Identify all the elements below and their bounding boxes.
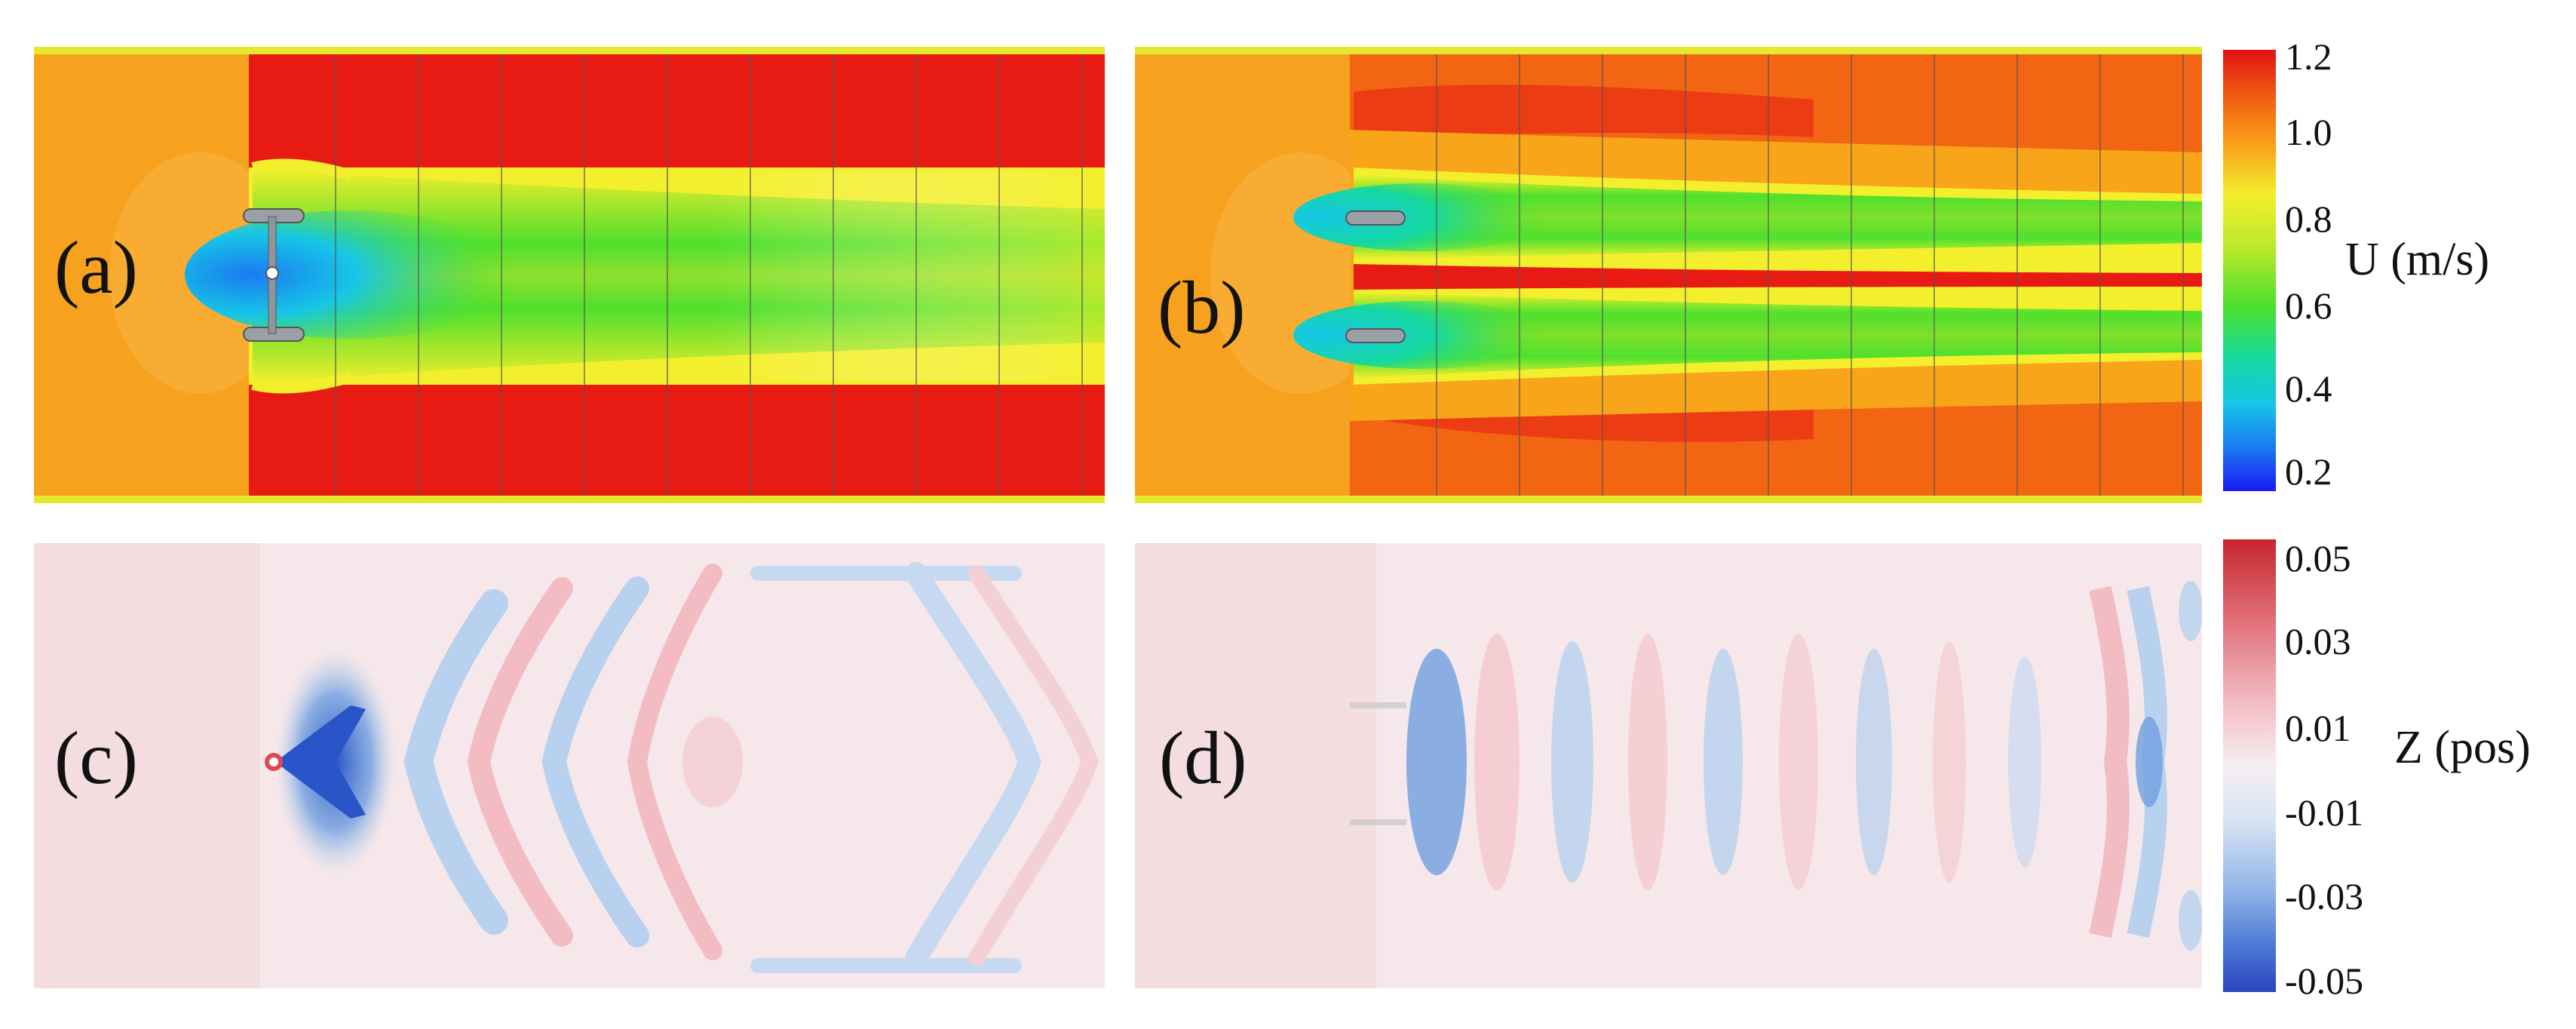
surface-colorbar-gradient bbox=[2223, 539, 2276, 992]
surface-field-c bbox=[34, 543, 1105, 988]
velocity-colorbar-gradient bbox=[2223, 50, 2276, 491]
panel-label-c: (c) bbox=[54, 716, 138, 800]
velocity-tick: 0.6 bbox=[2285, 284, 2332, 327]
velocity-colorbar bbox=[2223, 50, 2276, 491]
surface-tick: -0.03 bbox=[2285, 875, 2364, 917]
surface-colorbar-title: Z (pos) bbox=[2394, 722, 2531, 773]
panel-label-a: (a) bbox=[54, 226, 138, 309]
surface-tick: 0.01 bbox=[2285, 707, 2351, 749]
panel-a-velocity-single bbox=[34, 47, 1105, 503]
panel-c-surface-single bbox=[34, 543, 1105, 988]
velocity-field-a bbox=[34, 47, 1105, 503]
turbine-device-icon bbox=[1345, 210, 1406, 343]
panel-label-d: (d) bbox=[1159, 716, 1247, 800]
surface-tick: -0.01 bbox=[2285, 791, 2364, 834]
panel-b-velocity-dual bbox=[1135, 47, 2202, 503]
panel-label-b: (b) bbox=[1158, 266, 1246, 349]
turbine-device-icon bbox=[243, 208, 305, 342]
velocity-tick: 0.2 bbox=[2285, 450, 2332, 493]
panel-d-surface-dual bbox=[1135, 543, 2202, 988]
velocity-field-b bbox=[1135, 47, 2202, 503]
velocity-tick: 1.2 bbox=[2285, 35, 2332, 78]
velocity-tick: 1.0 bbox=[2285, 111, 2332, 153]
surface-colorbar bbox=[2223, 539, 2276, 992]
surface-tick: 0.05 bbox=[2285, 537, 2351, 579]
velocity-tick: 0.8 bbox=[2285, 198, 2332, 240]
surface-tick: 0.03 bbox=[2285, 620, 2351, 662]
surface-tick: -0.05 bbox=[2285, 960, 2364, 1002]
surface-field-d bbox=[1135, 543, 2202, 988]
velocity-tick: 0.4 bbox=[2285, 367, 2332, 410]
velocity-colorbar-title: U (m/s) bbox=[2345, 234, 2490, 285]
